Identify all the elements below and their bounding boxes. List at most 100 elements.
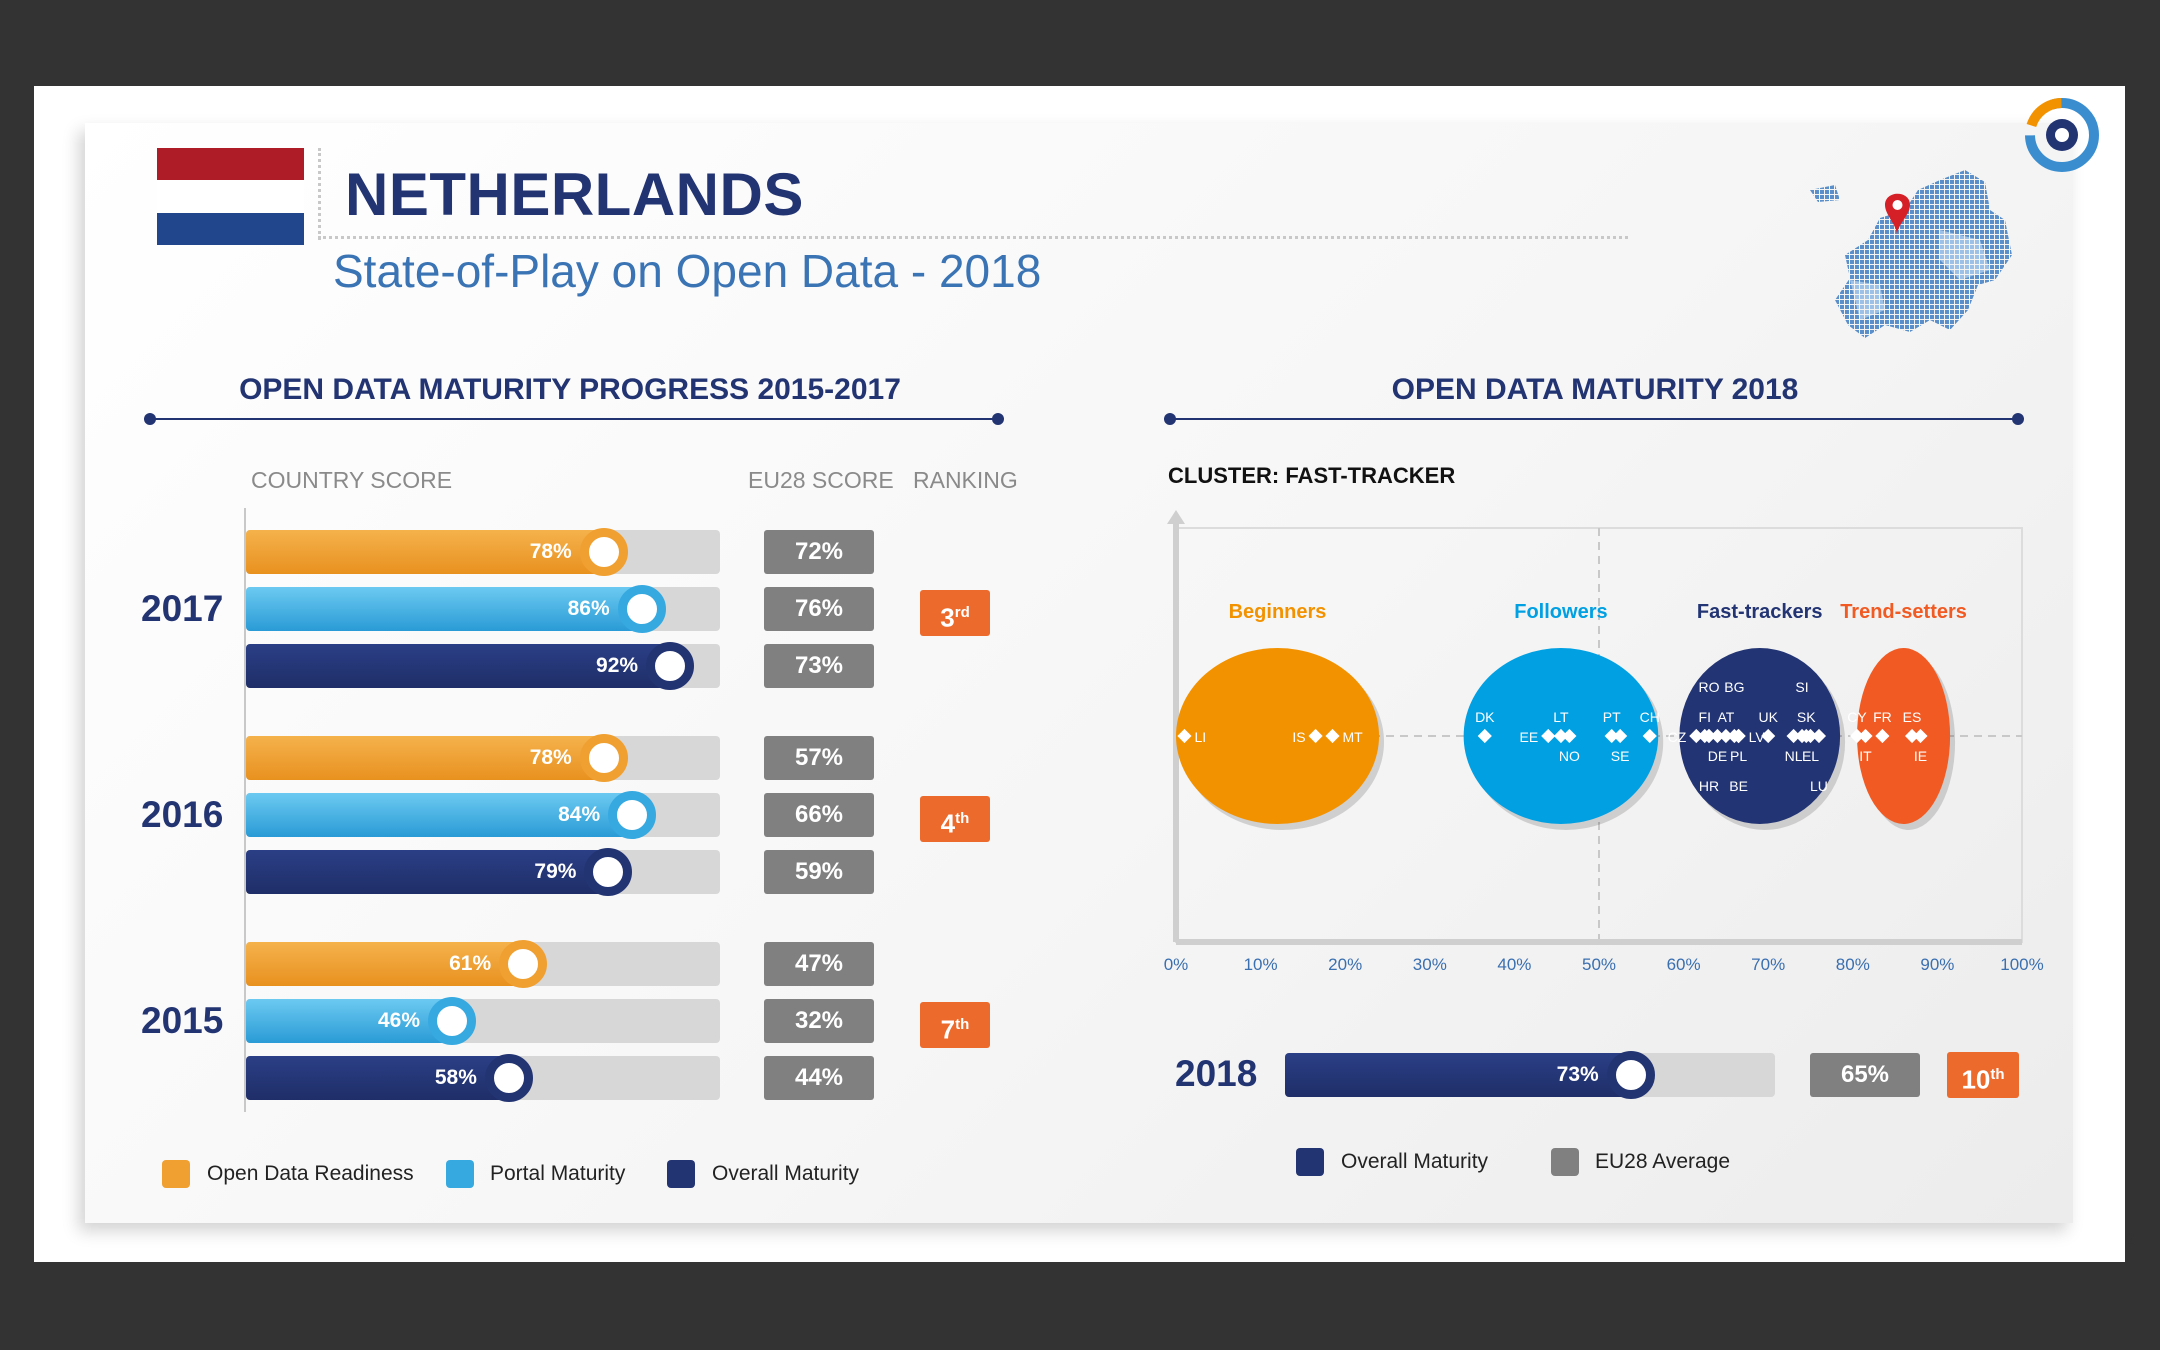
point-label-lu: LU [1810, 778, 1828, 794]
page-subtitle: State-of-Play on Open Data - 2018 [333, 245, 1042, 297]
title-divider [318, 148, 321, 240]
rank-suffix: th [1990, 1066, 2005, 1083]
x-tick-label: 30% [1413, 955, 1447, 974]
rank-badge-2017: 3rd [920, 590, 990, 636]
bar-2016-open-data-readiness-label: 78% [529, 746, 572, 769]
point-label-si: SI [1795, 679, 1808, 695]
point-label-lv: LV [1749, 729, 1766, 745]
point-marker-es [1904, 728, 1920, 744]
point-marker-dk [1477, 728, 1492, 744]
eu28-2015-open-data-readiness: 47% [764, 942, 874, 986]
bar-2016-overall-maturity-track: 79% [246, 848, 720, 896]
year-2015: 2015 [141, 1000, 224, 1041]
col-country-score: COUNTRY SCORE [251, 467, 453, 493]
bar-2018-overall-maturity-track: 73% [1285, 1051, 1775, 1099]
point-marker-mt [1325, 728, 1340, 744]
cluster-label: CLUSTER: FAST-TRACKER [1168, 463, 1456, 488]
point-label-nl: NL [1785, 748, 1803, 764]
eu28-2015-portal-maturity: 32% [764, 999, 874, 1043]
point-label-dk: DK [1475, 709, 1495, 725]
bar-2015-overall-maturity-label: 58% [434, 1066, 477, 1089]
point-label-cy: CY [1847, 709, 1867, 725]
point-label-bg: BG [1724, 679, 1744, 695]
bar-2018-overall-maturity-label: 73% [1556, 1063, 1599, 1086]
maturity-2018-title-rule [1164, 413, 2024, 425]
point-label-se: SE [1611, 748, 1630, 764]
bar-2015-open-data-readiness-knob [499, 940, 548, 988]
point-label-mt: MT [1343, 729, 1364, 745]
cluster-fast-trackers [1679, 648, 1841, 824]
point-label-at: AT [1717, 709, 1734, 725]
point-label-fr: FR [1873, 709, 1892, 725]
year-2016: 2016 [141, 794, 224, 835]
rank-number: 10 [1961, 1064, 1991, 1095]
bar-2016-overall-maturity-label: 79% [534, 860, 577, 883]
x-tick-label: 40% [1497, 955, 1531, 974]
page-number: 2 [2125, 1230, 2135, 1249]
point-label-el: EL [1802, 748, 1819, 764]
bar-2015-overall-maturity-fill [246, 1056, 521, 1100]
rank-badge-2015: 7th [920, 1002, 990, 1048]
point-marker-el [1803, 728, 1818, 744]
point-label-lt: LT [1553, 709, 1569, 725]
eu28-2016-open-data-readiness: 57% [764, 736, 874, 780]
bar-2017-overall-maturity-knob [646, 642, 695, 690]
rank-suffix: rd [954, 604, 970, 621]
point-label-sk: SK [1797, 709, 1816, 725]
bar-2015-open-data-readiness-label: 61% [449, 952, 492, 975]
bar-2015-open-data-readiness-fill [246, 942, 536, 986]
bar-2017-overall-maturity-fill [246, 644, 683, 688]
legend-swatch-readiness [162, 1160, 190, 1188]
point-marker-hr [1701, 728, 1717, 744]
point-label-ie: IE [1914, 748, 1927, 764]
bar-2015-portal-maturity-track: 46% [246, 997, 720, 1045]
bar-2015-portal-maturity-fill [246, 999, 465, 1043]
netherlands-flag [157, 148, 304, 246]
point-label-is: IS [1292, 729, 1305, 745]
rank-number: 7 [940, 1014, 956, 1045]
bar-2016-overall-maturity-knob [584, 848, 633, 896]
point-label-cz: CZ [1668, 729, 1687, 745]
x-tick-label: 60% [1667, 955, 1701, 974]
bar-2016-portal-maturity-track: 84% [246, 791, 720, 839]
bar-2015-overall-maturity-knob [484, 1054, 533, 1102]
eu28-2016-portal-maturity: 66% [764, 793, 874, 837]
point-label-ch: CH [1640, 709, 1660, 725]
rank-suffix: th [955, 810, 970, 827]
x-tick-label: 10% [1244, 955, 1278, 974]
bar-2016-portal-maturity-knob [608, 791, 657, 839]
rank-badge-2016: 4th [920, 796, 990, 842]
logo-icon [2025, 98, 2099, 172]
eu28-2015-overall-maturity: 44% [764, 1056, 874, 1100]
col-eu28-score: EU28 SCORE [748, 467, 894, 493]
eu28-2017-portal-maturity: 76% [764, 587, 874, 631]
point-label-no: NO [1559, 748, 1580, 764]
year-2018: 2018 [1175, 1053, 1258, 1094]
bar-2016-open-data-readiness-knob [579, 734, 628, 782]
legend-swatch-overall [667, 1160, 695, 1188]
x-tick-label: 20% [1328, 955, 1362, 974]
bar-2018-overall-maturity-knob [1606, 1051, 1655, 1099]
point-label-es: ES [1903, 709, 1922, 725]
point-label-li: LI [1194, 729, 1206, 745]
cluster-chart: 0% 10% 20% 30% 40% 50% 60% 70% 80% 90% 100% Beginne… [1164, 510, 2044, 974]
bar-2016-portal-maturity-fill [246, 793, 645, 837]
eu28-2017-overall-maturity: 73% [764, 644, 874, 688]
legend-overall-2018: Overall Maturity [1341, 1150, 1489, 1173]
bar-2017-portal-maturity-knob [617, 585, 666, 633]
year-2017: 2017 [141, 588, 224, 629]
point-label-ee: EE [1520, 729, 1539, 745]
point-marker-se [1613, 728, 1628, 744]
bar-2016-portal-maturity-label: 84% [558, 803, 601, 826]
point-marker-cy [1849, 728, 1865, 744]
point-label-hr: HR [1699, 778, 1719, 794]
legend-swatch-eu28 [1551, 1148, 1579, 1176]
bar-2017-portal-maturity-fill [246, 587, 654, 631]
bar-2017-overall-maturity-track: 92% [246, 642, 720, 690]
point-marker-at [1718, 728, 1733, 744]
progress-title-rule [144, 413, 1004, 425]
bar-2016-overall-maturity-fill [246, 850, 621, 894]
page-title: NETHERLANDS [345, 161, 804, 228]
legend-portal: Portal Maturity [490, 1162, 626, 1185]
point-marker-ie [1913, 728, 1928, 744]
